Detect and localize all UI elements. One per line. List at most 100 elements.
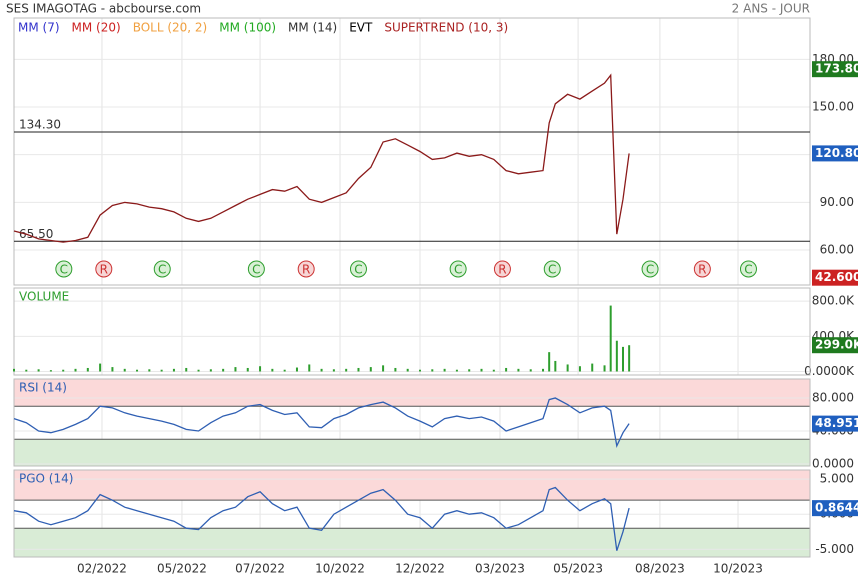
- x-tick-label: 10/2022: [315, 562, 365, 576]
- panel-frame: [13, 287, 811, 376]
- signal-label: R: [698, 263, 706, 277]
- signal-marker: [693, 260, 711, 278]
- x-tick-label: 07/2022: [235, 562, 285, 576]
- signal-label: C: [354, 263, 362, 277]
- panel-title: RSI (14): [19, 381, 67, 395]
- volume-bar: [148, 369, 151, 372]
- volume-bar: [86, 367, 89, 372]
- legend-item: SUPERTREND (10, 3): [384, 21, 508, 35]
- x-tick-label: 10/2023: [713, 562, 763, 576]
- volume-bar: [209, 369, 212, 372]
- signal-label: C: [252, 263, 260, 277]
- volume-bar: [172, 368, 175, 372]
- volume-bar: [295, 367, 298, 372]
- volume-bar: [418, 369, 421, 372]
- signal-marker: [543, 260, 561, 278]
- volume-bar: [566, 364, 569, 372]
- x-tick-label: 03/2023: [475, 562, 525, 576]
- volume-bar: [529, 369, 532, 372]
- y-tick-label: 90.00: [820, 195, 854, 209]
- volume-bar: [111, 367, 114, 372]
- volume-bar: [394, 367, 397, 372]
- badge-label: 0.8644: [815, 501, 860, 515]
- volume-bar: [369, 367, 372, 372]
- volume-bar: [74, 368, 77, 372]
- volume-bar: [578, 366, 581, 372]
- volume-bar: [136, 369, 139, 372]
- volume-bar: [548, 352, 551, 372]
- price-badge: [812, 337, 858, 354]
- y-tick-label: 5.000: [820, 472, 854, 486]
- volume-bar: [271, 368, 274, 372]
- signal-label: C: [158, 263, 166, 277]
- price-badge: [812, 269, 858, 286]
- legend-item: BOLL (20, 2): [133, 21, 208, 35]
- volume-bar: [185, 367, 188, 372]
- oversold-zone: [14, 528, 810, 557]
- signal-label: C: [744, 263, 752, 277]
- signal-marker: [493, 260, 511, 278]
- signal-marker: [297, 260, 315, 278]
- y-tick-label: 800.0K: [812, 294, 855, 308]
- signal-label: R: [498, 263, 506, 277]
- overbought-zone: [14, 379, 810, 407]
- oversold-zone: [14, 439, 810, 466]
- volume-bar: [505, 367, 508, 372]
- price-badge: [812, 500, 858, 517]
- panel-frame: [13, 378, 811, 467]
- x-tick-label: 02/2022: [77, 562, 127, 576]
- volume-bar: [62, 369, 65, 372]
- signal-label: C: [60, 263, 68, 277]
- volume-bar: [37, 369, 40, 372]
- volume-bar: [332, 369, 335, 372]
- x-tick-label: 05/2022: [157, 562, 207, 576]
- volume-bar: [609, 305, 612, 372]
- y-tick-label: -5.000: [815, 542, 854, 556]
- volume-bar: [382, 365, 385, 372]
- chart-title: SES IMAGOTAG - abcbourse.com: [6, 2, 201, 16]
- panel-title: PGO (14): [19, 472, 73, 486]
- y-tick-label: 80.000: [812, 390, 854, 404]
- y-tick-label: 0.0000K: [804, 364, 855, 378]
- volume-bar: [99, 363, 102, 372]
- volume-bar: [492, 369, 495, 372]
- signal-marker: [449, 260, 467, 278]
- period: 2 ANS - JOUR: [732, 2, 810, 16]
- volume-bar: [455, 369, 458, 372]
- x-tick-label: 08/2023: [635, 562, 685, 576]
- volume-bar: [406, 368, 409, 372]
- legend-item: MM (20): [72, 21, 121, 35]
- signal-label: R: [302, 263, 310, 277]
- price-badge: [812, 415, 858, 432]
- volume-bar: [468, 369, 471, 372]
- volume-bar: [621, 346, 624, 372]
- legend-item: MM (100): [219, 21, 276, 35]
- volume-bar: [443, 368, 446, 372]
- panel-frame: [13, 17, 811, 286]
- y-tick-label: 150.00: [812, 100, 854, 114]
- x-tick-label: 05/2023: [553, 562, 603, 576]
- volume-bar: [234, 367, 237, 372]
- signal-label: C: [454, 263, 462, 277]
- volume-bar: [197, 369, 200, 372]
- volume-bar: [160, 369, 163, 372]
- volume-bar: [345, 368, 348, 372]
- volume-bar: [628, 345, 631, 372]
- panel-title: VOLUME: [19, 290, 69, 304]
- legend-item: MM (7): [18, 21, 60, 35]
- volume-bar: [603, 365, 606, 372]
- volume-bar: [357, 367, 360, 372]
- volume-bar: [542, 368, 545, 372]
- volume-bar: [308, 364, 311, 372]
- badge-label: 299.0K: [815, 338, 860, 352]
- volume-bar: [615, 340, 618, 372]
- x-tick-label: 12/2022: [395, 562, 445, 576]
- signal-label: C: [646, 263, 654, 277]
- signal-marker: [247, 260, 265, 278]
- volume-bar: [480, 368, 483, 372]
- volume-bar: [554, 360, 557, 372]
- y-tick-label: 60.00: [820, 243, 854, 257]
- signal-marker: [153, 260, 171, 278]
- signal-label: C: [548, 263, 556, 277]
- signal-marker: [739, 260, 757, 278]
